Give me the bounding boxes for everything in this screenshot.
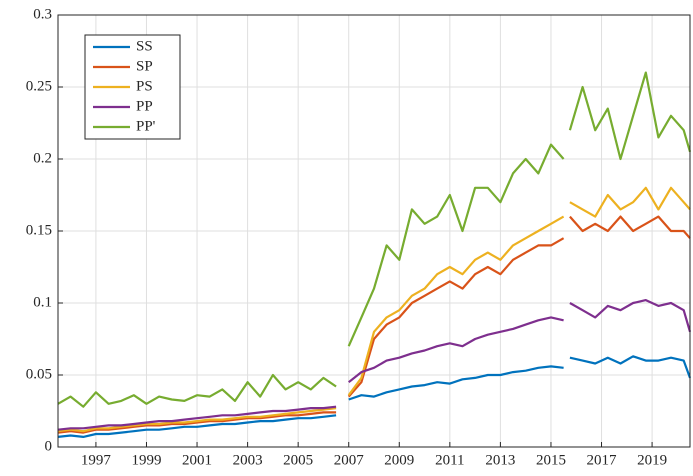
y-tick-label: 0.2 [33, 150, 52, 166]
x-tick-label: 2015 [536, 452, 566, 468]
legend-label: PP' [136, 118, 156, 134]
legend: SS SP PS PP PP' [84, 34, 181, 140]
legend-label: SP [136, 58, 153, 74]
series-line [57, 215, 691, 434]
x-tick-label: 2001 [182, 452, 212, 468]
axes-box [57, 14, 691, 448]
y-tick-label: 0.15 [26, 222, 52, 238]
y-tick-label: 0.3 [33, 6, 52, 22]
y-tick-label: 0.1 [33, 294, 52, 310]
series-line [57, 71, 692, 408]
legend-label: SS [136, 38, 153, 54]
x-tick-label: 2003 [233, 452, 263, 468]
x-tick-label: 2017 [587, 452, 618, 468]
y-tick-label: 0.25 [26, 78, 52, 94]
legend-label: PS [136, 78, 153, 94]
series-line [57, 355, 692, 438]
y-tick-label: 0 [45, 438, 53, 454]
x-tick-label: 2005 [283, 452, 313, 468]
x-tick-label: 1999 [131, 452, 161, 468]
x-tick-label: 2007 [334, 452, 365, 468]
series-line [57, 299, 692, 431]
y-tick-label: 0.05 [26, 366, 52, 382]
x-tick-label: 2019 [637, 452, 667, 468]
series-line [57, 186, 691, 433]
x-tick-label: 1997 [81, 452, 112, 468]
legend-label: PP [136, 98, 153, 114]
x-tick-label: 2011 [435, 452, 464, 468]
x-tick-label: 2009 [384, 452, 414, 468]
x-tick-label: 2013 [485, 452, 515, 468]
